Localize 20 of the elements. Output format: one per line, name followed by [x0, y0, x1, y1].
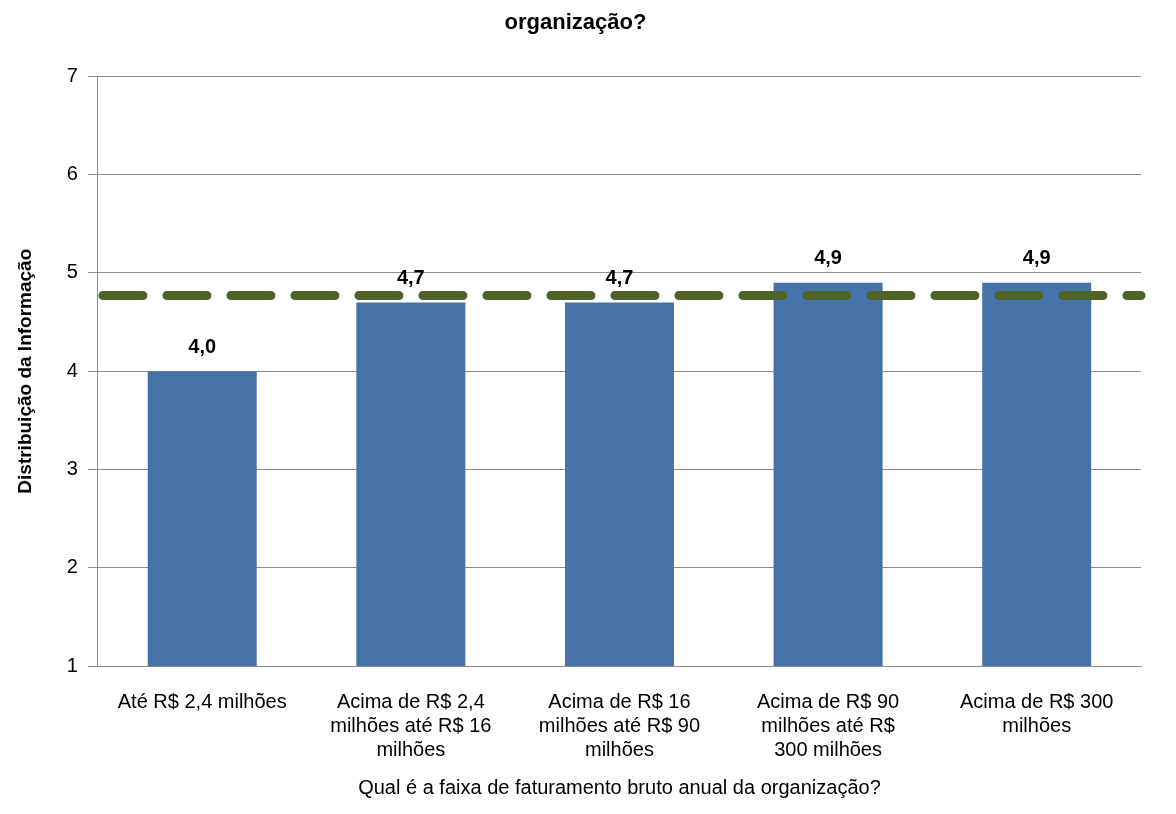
y-tick-label: 7 — [66, 63, 78, 86]
y-tick-label: 6 — [66, 162, 78, 185]
y-axis-title: Distribuição da Informação — [13, 248, 35, 494]
x-tick-label: Até R$ 2,4 milhões — [117, 689, 287, 712]
data-label: 4,9 — [1022, 246, 1051, 269]
x-axis-title: Qual é a faixa de faturamento bruto anual da organização? — [358, 775, 881, 798]
data-label: 4,9 — [814, 246, 842, 269]
y-tick-label: 4 — [66, 358, 78, 381]
y-tick-label: 2 — [66, 555, 78, 578]
data-label: 4,7 — [396, 265, 425, 288]
data-label: 4,7 — [605, 265, 634, 288]
x-tick-label: Acima de R$ 2,4 milhões até R$ 16 milhões — [330, 689, 492, 760]
y-tick-label: 5 — [66, 260, 78, 283]
x-tick-label: Acima de R$ 300 milhões — [959, 689, 1114, 736]
data-label: 4,0 — [188, 334, 217, 357]
y-tick-label: 3 — [66, 456, 78, 479]
chart-title: organização? — [504, 9, 647, 35]
x-tick-label: Acima de R$ 16 milhões até R$ 90 milhões — [538, 689, 701, 760]
x-tick-label: Acima de R$ 90 milhões até R$ 300 milhões — [756, 689, 900, 760]
y-tick-label: 1 — [66, 653, 78, 676]
